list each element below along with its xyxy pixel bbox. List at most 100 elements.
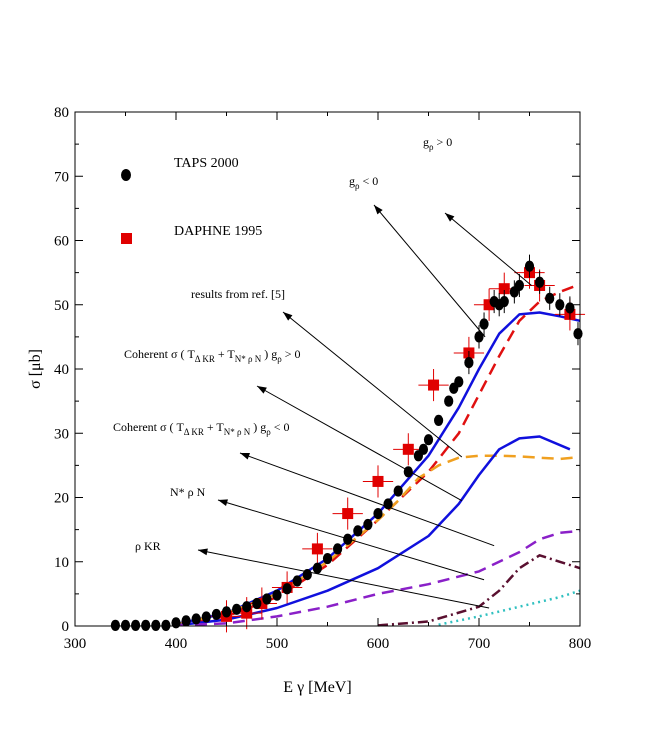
daphne-point [402,443,414,455]
taps-point [555,299,565,311]
label-results-ref5: results from ref. [5] [191,287,285,301]
label-coherent-negative-part: < 0 [271,420,290,434]
label-coherent-positive-part: Coherent σ ( T [124,347,195,361]
arrow-coh-plus-head [257,386,267,394]
label-coherent-negative-part: ρ [266,427,271,437]
label-g-rho-positive-part: > 0 [434,135,453,149]
y-tick-label: 50 [54,298,69,314]
label-g-rho-negative-part: < 0 [360,174,379,188]
arrow-rhokr [197,549,490,609]
taps-point [474,331,484,343]
label-coherent-negative-part: Coherent σ ( T [113,420,184,434]
arrow-coh-minus [239,452,495,547]
taps-point [353,525,363,537]
taps-point [272,589,282,601]
taps-point [383,498,393,510]
taps-point [454,376,464,388]
label-nstar-rho-n-part: N* ρ N [170,485,206,499]
label-g-rho-positive-part: g [423,135,429,149]
taps-point [262,593,272,605]
label-g-rho-positive-part: ρ [429,142,434,152]
arrow-ref5 [282,311,463,458]
taps-point [221,606,232,618]
legend-label-daphne: DAPHNE 1995 [174,224,262,239]
label-coherent-negative-part: ) g [250,420,266,434]
arrow-gminus-head [374,205,383,215]
label-results-ref5-part: results from ref. [5] [191,287,285,301]
taps-point [565,302,575,314]
legend-marker-daphne [121,233,132,244]
taps-point [499,295,509,308]
x-tick-label: 800 [569,636,592,652]
arrow-gplus [444,212,532,286]
label-coherent-positive-part: N* ρ N [235,354,262,364]
taps-point [418,443,429,455]
taps-point [444,395,454,407]
y-axis-title: σ [μb] [27,349,44,389]
taps-point [292,575,302,587]
taps-point [151,619,161,631]
taps-point [363,518,373,531]
label-coherent-positive-part: + T [215,347,236,361]
legend-label-taps: TAPS 2000 [174,156,239,171]
label-coherent-positive-part: Δ KR [195,354,215,364]
x-tick-label: 500 [266,636,289,652]
arrow-nstar-head [218,499,228,506]
arrow-nstar [217,499,485,581]
y-tick-label: 20 [54,491,69,507]
label-rho-kr: ρ KR [135,539,161,553]
taps-point [312,562,322,574]
legend-marker-taps [121,169,131,181]
taps-point [373,507,383,520]
label-coherent-negative: Coherent σ ( TΔ KR + TN* ρ N ) gρ < 0 [113,420,290,437]
taps-point [434,414,444,426]
taps-point [252,597,262,610]
taps-point [479,318,489,330]
taps-point [201,611,211,623]
label-coherent-positive-part: > 0 [282,347,301,361]
series-line-5 [377,554,581,627]
arrow-gminus [373,204,486,338]
label-rho-kr-part: ρ KR [135,539,161,553]
x-tick-label: 600 [367,636,390,652]
daphne-point [483,299,495,311]
taps-point [211,608,221,621]
series-line-6 [438,589,581,626]
daphne-point [241,607,253,619]
series-line-1 [175,283,581,626]
taps-point [545,292,555,304]
taps-point [403,466,413,478]
label-coherent-positive-part: ρ [277,354,282,364]
x-tick-label: 400 [165,636,188,652]
daphne-point [342,508,354,520]
y-tick-label: 0 [62,619,70,635]
taps-point [282,583,292,595]
y-tick-label: 70 [54,169,69,185]
label-coherent-negative-part: Δ KR [184,427,204,437]
series-line-4 [175,529,581,627]
y-tick-label: 60 [54,234,69,250]
label-g-rho-negative: gρ < 0 [349,174,378,191]
taps-point [191,613,201,625]
taps-point [181,615,191,627]
label-nstar-rho-n: N* ρ N [170,485,206,499]
y-tick-label: 30 [54,426,69,442]
legend: TAPS 2000 DAPHNE 1995 [121,156,262,244]
series-line-3 [175,435,571,627]
label-coherent-positive: Coherent σ ( TΔ KR + TN* ρ N ) gρ > 0 [124,347,301,364]
label-coherent-negative-part: + T [204,420,225,434]
taps-point [524,260,535,272]
taps-point [514,279,525,292]
taps-point [141,619,151,631]
daphne-point [372,475,384,487]
taps-point [464,356,474,369]
label-g-rho-negative-part: g [349,174,355,188]
label-g-rho-negative-part: ρ [355,181,360,191]
y-tick-label: 80 [54,105,69,121]
arrow-rhokr-head [198,548,208,556]
daphne-point [428,379,440,391]
daphne-point [311,543,323,555]
x-tick-label: 300 [64,636,87,652]
daphne-point [498,283,510,295]
